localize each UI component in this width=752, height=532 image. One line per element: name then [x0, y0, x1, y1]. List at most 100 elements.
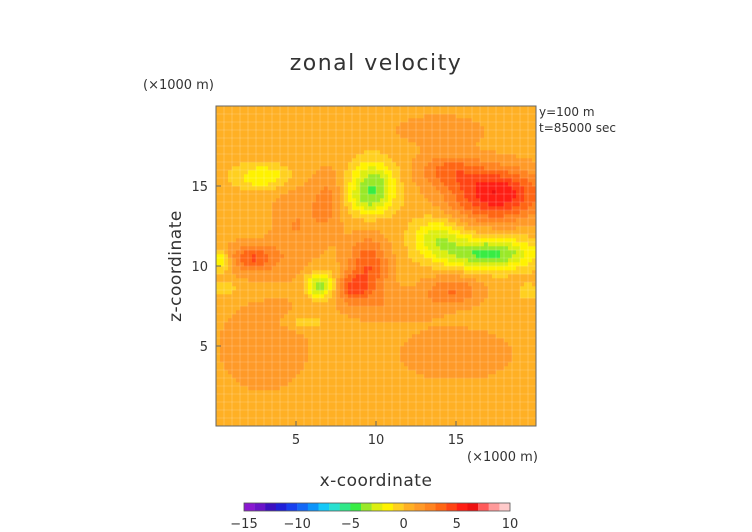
- heatmap-cell: [448, 174, 453, 179]
- heatmap-cell: [412, 182, 417, 187]
- heatmap-cell: [260, 306, 265, 311]
- heatmap-cell: [332, 318, 337, 323]
- heatmap-cell: [392, 290, 397, 295]
- heatmap-cell: [320, 282, 325, 287]
- heatmap-cell: [348, 266, 353, 271]
- heatmap-cell: [216, 278, 221, 283]
- heatmap-cell: [244, 186, 249, 191]
- heatmap-cell: [452, 178, 457, 183]
- heatmap-cell: [348, 286, 353, 291]
- heatmap-cell: [444, 382, 449, 387]
- heatmap-cell: [384, 210, 389, 215]
- heatmap-cell: [412, 202, 417, 207]
- heatmap-cell: [372, 206, 377, 211]
- heatmap-cell: [256, 402, 261, 407]
- heatmap-cell: [428, 282, 433, 287]
- heatmap-cell: [248, 202, 253, 207]
- heatmap-cell: [224, 194, 229, 199]
- heatmap-cell: [336, 282, 341, 287]
- heatmap-cell: [300, 374, 305, 379]
- heatmap-cell: [408, 194, 413, 199]
- heatmap-cell: [400, 422, 405, 426]
- heatmap-cell: [228, 194, 233, 199]
- heatmap-cell: [220, 254, 225, 259]
- heatmap-cell: [376, 378, 381, 383]
- heatmap-cell: [260, 190, 265, 195]
- heatmap-cell: [220, 246, 225, 251]
- heatmap-cell: [256, 334, 261, 339]
- heatmap-cell: [364, 206, 369, 211]
- heatmap-cell: [424, 214, 429, 219]
- heatmap-cell: [216, 282, 221, 287]
- heatmap-cell: [396, 134, 401, 139]
- heatmap-cell: [456, 406, 461, 411]
- heatmap-cell: [324, 202, 329, 207]
- heatmap-cell: [460, 374, 465, 379]
- heatmap-cell: [396, 162, 401, 167]
- heatmap-cell: [332, 226, 337, 231]
- heatmap-cell: [248, 210, 253, 215]
- heatmap-cell: [300, 178, 305, 183]
- heatmap-cell: [332, 262, 337, 267]
- heatmap-cell: [412, 302, 417, 307]
- heatmap-cell: [328, 122, 333, 127]
- heatmap-cell: [228, 378, 233, 383]
- heatmap-cell: [452, 118, 457, 123]
- heatmap-cell: [456, 330, 461, 335]
- heatmap-cell: [436, 310, 441, 315]
- heatmap-cell: [232, 414, 237, 419]
- heatmap-cell: [300, 402, 305, 407]
- heatmap-cell: [400, 162, 405, 167]
- heatmap-cell: [304, 398, 309, 403]
- heatmap-cell: [252, 106, 257, 111]
- heatmap-cell: [432, 222, 437, 227]
- heatmap-cell: [444, 282, 449, 287]
- heatmap-cell: [236, 422, 241, 426]
- heatmap-cell: [456, 414, 461, 419]
- heatmap-cell: [252, 254, 257, 259]
- heatmap-cell: [304, 390, 309, 395]
- heatmap-cell: [456, 246, 461, 251]
- heatmap-cell: [372, 194, 377, 199]
- heatmap-cell: [292, 414, 297, 419]
- heatmap-cell: [216, 198, 221, 203]
- heatmap-cell: [456, 234, 461, 239]
- heatmap-cell: [276, 162, 281, 167]
- heatmap-cell: [324, 418, 329, 423]
- heatmap-cell: [428, 194, 433, 199]
- heatmap-cell: [344, 266, 349, 271]
- heatmap-cell: [328, 410, 333, 415]
- heatmap-cell: [384, 110, 389, 115]
- heatmap-cell: [456, 270, 461, 275]
- heatmap-cell: [252, 418, 257, 423]
- heatmap-cell: [228, 210, 233, 215]
- heatmap-cell: [372, 358, 377, 363]
- heatmap-cell: [328, 250, 333, 255]
- heatmap-cell: [292, 134, 297, 139]
- heatmap-cell: [356, 398, 361, 403]
- heatmap-cell: [264, 358, 269, 363]
- heatmap-cell: [320, 398, 325, 403]
- heatmap-cell: [344, 150, 349, 155]
- heatmap-cell: [268, 182, 273, 187]
- heatmap-cell: [388, 374, 393, 379]
- heatmap-cell: [348, 190, 353, 195]
- heatmap-cell: [388, 258, 393, 263]
- heatmap-cell: [356, 354, 361, 359]
- heatmap-cell: [240, 286, 245, 291]
- heatmap-cell: [364, 370, 369, 375]
- heatmap-cell: [272, 402, 277, 407]
- heatmap-cell: [356, 118, 361, 123]
- heatmap-cell: [288, 338, 293, 343]
- heatmap-cell: [388, 394, 393, 399]
- heatmap-cell: [276, 242, 281, 247]
- heatmap-cell: [380, 334, 385, 339]
- heatmap-cell: [456, 106, 461, 111]
- heatmap-cell: [376, 350, 381, 355]
- heatmap-cell: [412, 238, 417, 243]
- heatmap-cell: [428, 218, 433, 223]
- heatmap-cell: [316, 146, 321, 151]
- heatmap-cell: [432, 218, 437, 223]
- heatmap-cell: [436, 318, 441, 323]
- heatmap-cell: [360, 222, 365, 227]
